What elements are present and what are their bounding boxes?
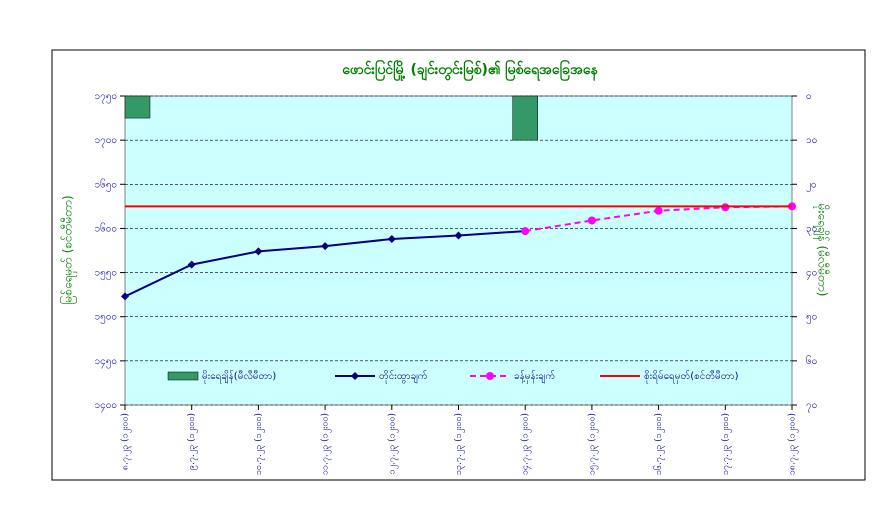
y2-tick-label: ၆၀ bbox=[806, 354, 817, 367]
legend-swatch bbox=[167, 371, 199, 381]
x-tick-label: ၁၇.၇.၂၃ (၁၂း၀၀) bbox=[721, 413, 732, 475]
y2-tick-label: ၅၀ bbox=[806, 312, 817, 325]
x-tick-label: ၁၈.၇.၂၃ (၁၂း၀၀) bbox=[788, 413, 799, 475]
y2-tick-label: ၃၀ bbox=[806, 223, 817, 236]
y2-tick-label: ၁၀ bbox=[806, 135, 817, 146]
y-tick-label: ၁၆၀၀ bbox=[95, 221, 118, 234]
y2-tick-label: ၄၀ bbox=[806, 268, 817, 281]
marker bbox=[321, 242, 330, 251]
y-axis-label: မြစ်ရေမှတ် (စင်တီမီတာ) bbox=[59, 195, 78, 304]
bar bbox=[512, 95, 538, 141]
chart-title: ဖောင်းပြင်မြို့ (ချင်းတွင်းမြစ်)၏ မြစ်ရေ… bbox=[342, 60, 598, 81]
y2-tick-label: ၀ bbox=[806, 91, 812, 102]
marker bbox=[254, 247, 263, 256]
x-tick-label: ၁၃.၇.၂၃ (၁၂း၀၀) bbox=[454, 413, 465, 475]
marker bbox=[521, 227, 530, 236]
legend-label: စိုးရိမ်ရေမှတ်(စင်တီမီတာ) bbox=[644, 369, 739, 384]
legend-label: ခန့်မှန်းချက် bbox=[514, 369, 555, 384]
y2-tick-label: ၇၀ bbox=[806, 400, 817, 413]
plot-area bbox=[124, 95, 793, 406]
legend-label: တိုင်းထွာချက် bbox=[379, 369, 428, 384]
x-tick-label: ၈.၇.၂၃ (၁၂း၀၀) bbox=[121, 413, 132, 470]
y-tick-label: ၁၄၀၀ bbox=[95, 400, 118, 413]
y-tick-label: ၁၄၅၀ bbox=[95, 356, 118, 369]
marker bbox=[587, 216, 596, 225]
x-tick-label: ၁၄.၇.၂၃ (၁၂း၀၀) bbox=[521, 413, 532, 475]
marker bbox=[654, 206, 663, 215]
y-tick-label: ၁၇၀၀ bbox=[95, 135, 118, 148]
y2-tick-label: ၂၀ bbox=[806, 179, 817, 192]
y-tick-label: ၁၇၅၀ bbox=[95, 91, 118, 104]
marker bbox=[454, 231, 463, 240]
y-tick-label: ၁၆၅၀ bbox=[95, 177, 118, 192]
x-tick-label: ၁၀.၇.၂၃ (၁၂း၀၀) bbox=[254, 413, 265, 475]
legend-marker bbox=[351, 372, 359, 380]
x-tick-label: ၁၁.၇.၂၃ (၁၂း၀၀) bbox=[321, 413, 332, 475]
y-tick-label: ၁၅၀၀ bbox=[95, 312, 118, 325]
y-tick-label: ၁၅၅၀ bbox=[95, 268, 118, 281]
bar bbox=[124, 95, 151, 119]
marker bbox=[121, 292, 129, 301]
legend-marker bbox=[486, 372, 494, 380]
x-tick-label: ၉.၇.၂၃ (၁၂း၀၀) bbox=[187, 413, 198, 470]
x-tick-label: ၁၂.၇.၂၃ (၁၂း၀၀) bbox=[387, 413, 398, 475]
marker bbox=[187, 260, 196, 269]
legend-label: မိုးရေချိန်(မီလီမီတာ) bbox=[202, 369, 276, 384]
marker bbox=[387, 235, 396, 244]
x-tick-label: ၁၅.၇.၂၃ (၁၂း၀၀) bbox=[587, 413, 598, 475]
y2-axis-label: မိုးရေချိန် (မီလီမီတာ) bbox=[813, 204, 831, 297]
x-tick-label: ၁၆.၇.၂၃ (၁၂း၀၀) bbox=[653, 413, 665, 475]
